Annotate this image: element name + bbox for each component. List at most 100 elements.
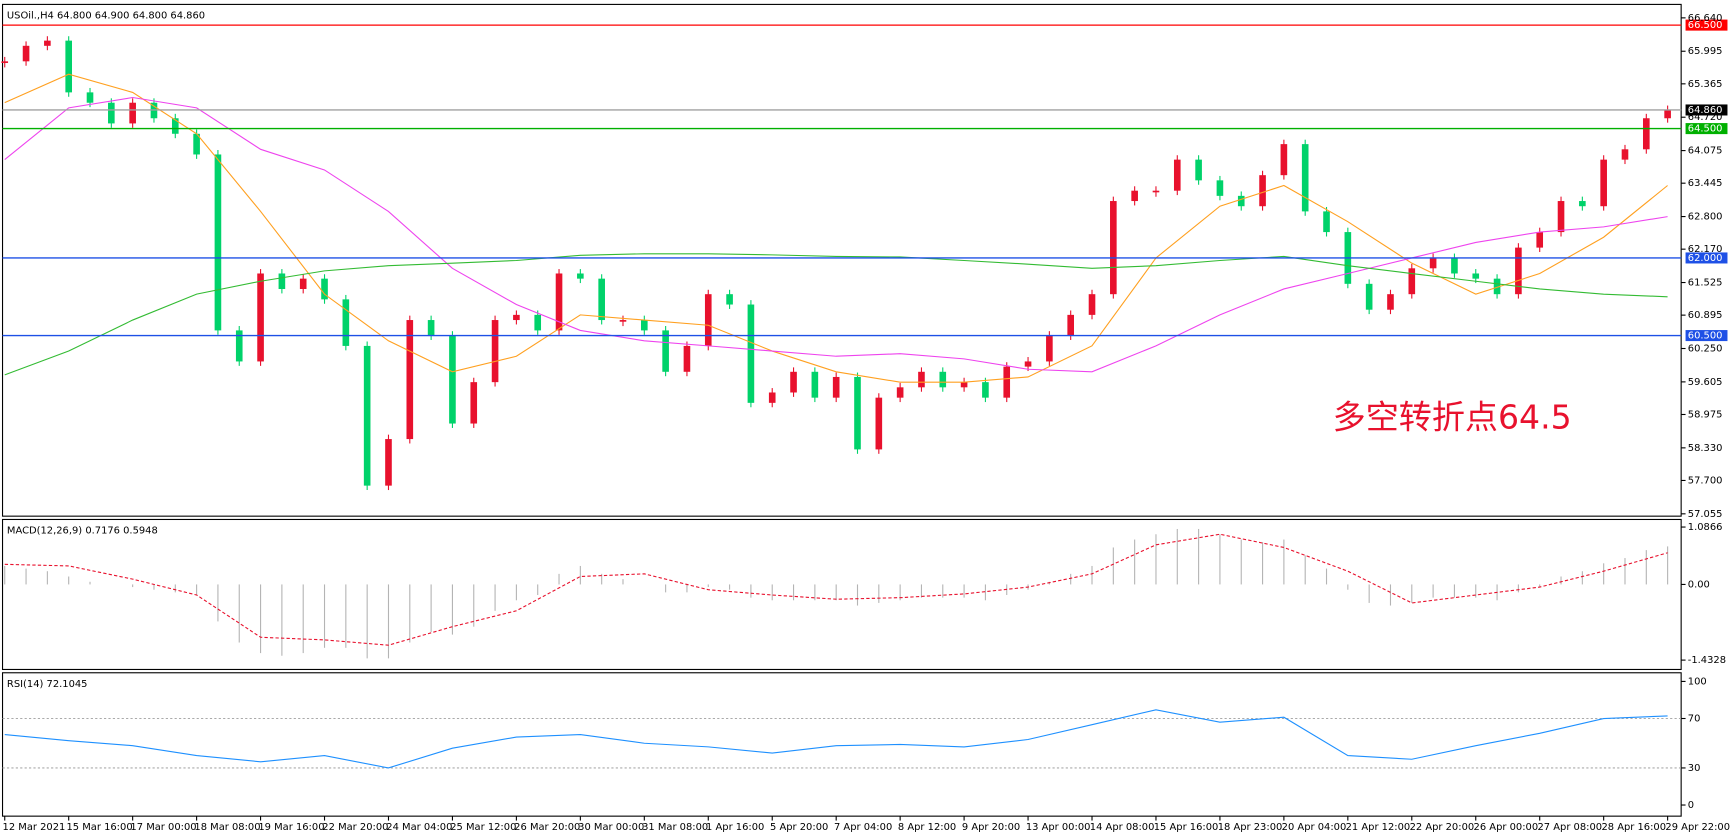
candle xyxy=(747,304,755,403)
indicator-line xyxy=(4,533,1668,646)
y-tick-label: 62.800 xyxy=(1688,212,1723,223)
candle xyxy=(278,273,286,290)
y-tick-label: 58.975 xyxy=(1688,409,1723,420)
candle xyxy=(1408,268,1416,295)
x-tick-label: 18 Mar 08:00 xyxy=(194,822,260,833)
x-tick-label: 14 Apr 08:00 xyxy=(1090,822,1155,833)
x-tick-label: 26 Mar 20:00 xyxy=(514,822,580,833)
candle xyxy=(470,382,478,424)
candle xyxy=(1429,257,1437,269)
y-tick-label: 62.170 xyxy=(1688,244,1723,255)
candle xyxy=(1365,283,1373,310)
candle xyxy=(726,294,733,305)
level-label: 64.860 xyxy=(1688,105,1723,116)
candle xyxy=(363,345,371,486)
y-tick-label: 65.995 xyxy=(1688,46,1723,57)
x-tick-label: 26 Apr 00:00 xyxy=(1474,822,1539,833)
candle xyxy=(1110,201,1117,295)
x-tick-label: 7 Apr 04:00 xyxy=(834,822,892,833)
x-tick-label: 24 Mar 04:00 xyxy=(386,822,452,833)
y-tick-label: 65.365 xyxy=(1688,79,1723,90)
candle xyxy=(1003,366,1011,398)
y-tick-label: 30 xyxy=(1688,763,1701,774)
panel-title: MACD(12,26,9) 0.7176 0.5948 xyxy=(7,525,158,536)
candle xyxy=(1067,314,1074,336)
candle xyxy=(875,397,883,450)
x-tick-label: 19 Mar 16:00 xyxy=(258,822,324,833)
y-tick-label: 63.445 xyxy=(1688,178,1723,189)
candle xyxy=(1642,118,1650,150)
candle xyxy=(982,382,989,398)
x-tick-label: 1 Apr 16:00 xyxy=(706,822,764,833)
candle xyxy=(1515,247,1522,295)
candle xyxy=(577,273,584,279)
x-tick-label: 17 Mar 00:00 xyxy=(130,822,196,833)
y-tick-label: 64.720 xyxy=(1688,112,1723,123)
candle xyxy=(129,102,136,124)
candle xyxy=(1237,195,1245,207)
candle xyxy=(1600,159,1607,207)
y-tick-label: 0.00 xyxy=(1688,579,1710,590)
x-tick-label: 12 Mar 2021 xyxy=(3,822,66,833)
candle xyxy=(1536,232,1544,248)
candle xyxy=(534,314,542,331)
candle xyxy=(1280,144,1288,176)
level-label-box xyxy=(1685,252,1728,264)
level-label-box xyxy=(1685,19,1728,31)
candle xyxy=(1088,294,1096,315)
candle xyxy=(1024,361,1032,367)
candle xyxy=(449,335,456,424)
candle xyxy=(555,273,563,331)
candle xyxy=(385,439,392,486)
indicator-line xyxy=(4,96,1668,373)
candle xyxy=(768,392,776,403)
panel-title: USOil.,H4 64.800 64.900 64.800 64.860 xyxy=(7,10,205,21)
candle xyxy=(896,387,904,398)
candle xyxy=(683,345,691,372)
level-label: 66.500 xyxy=(1688,20,1723,31)
candle xyxy=(1323,211,1330,233)
candle xyxy=(1046,335,1053,362)
candle xyxy=(918,371,925,388)
candle xyxy=(1195,159,1202,181)
x-tick-label: 27 Apr 08:00 xyxy=(1538,822,1603,833)
y-tick-label: 0 xyxy=(1688,800,1694,811)
candle xyxy=(939,371,947,388)
y-tick-label: 100 xyxy=(1688,676,1707,687)
indicator-line xyxy=(4,73,1668,383)
candle xyxy=(342,299,350,346)
level-label: 64.500 xyxy=(1688,124,1723,135)
candle xyxy=(513,314,520,321)
x-tick-label: 15 Apr 16:00 xyxy=(1154,822,1219,833)
candle xyxy=(44,40,51,46)
x-tick-label: 22 Apr 20:00 xyxy=(1410,822,1475,833)
candle xyxy=(704,294,712,346)
candle xyxy=(662,330,669,372)
candle xyxy=(193,133,200,155)
candle xyxy=(235,330,243,362)
rsi-panel xyxy=(1,672,1682,817)
candle xyxy=(22,45,30,62)
candle xyxy=(1,61,9,63)
level-label: 60.500 xyxy=(1688,331,1723,342)
candle xyxy=(641,320,648,331)
candle xyxy=(1557,201,1565,233)
y-tick-label: 70 xyxy=(1688,714,1701,725)
candle xyxy=(299,278,307,290)
candle xyxy=(65,40,73,93)
candle xyxy=(790,371,797,393)
x-tick-label: 18 Apr 23:00 xyxy=(1218,822,1283,833)
x-tick-label: 8 Apr 12:00 xyxy=(898,822,956,833)
candle xyxy=(960,382,968,388)
candle xyxy=(1472,273,1480,279)
x-tick-label: 31 Mar 08:00 xyxy=(642,822,708,833)
y-tick-label: 57.055 xyxy=(1688,509,1723,520)
candle xyxy=(406,320,414,440)
candle xyxy=(1387,294,1394,310)
x-tick-label: 13 Apr 00:00 xyxy=(1026,822,1091,833)
y-tick-label: 66.640 xyxy=(1688,13,1723,24)
candle xyxy=(1451,257,1458,274)
y-tick-label: 60.250 xyxy=(1688,344,1723,355)
candle xyxy=(854,376,861,450)
